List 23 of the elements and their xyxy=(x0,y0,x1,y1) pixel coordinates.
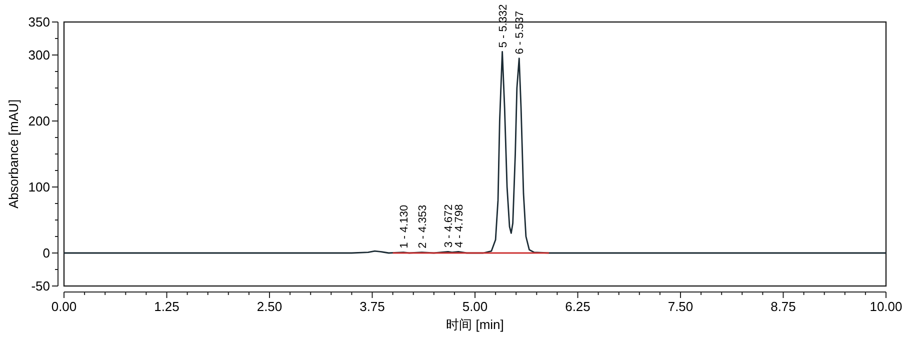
annotation: 2 - 4.353 xyxy=(416,204,429,248)
x-tick-label: 3.75 xyxy=(360,299,385,314)
y-tick-label: 200 xyxy=(28,114,50,129)
x-tick-label: 5.00 xyxy=(462,299,488,314)
y-axis-title: Absorbance [mAU] xyxy=(6,99,21,209)
y-tick-label: 0 xyxy=(42,246,50,261)
annotation: 3 - 4.672 xyxy=(443,204,456,248)
x-tick-label: 2.50 xyxy=(256,299,282,314)
x-tick-label: 6.25 xyxy=(565,299,590,314)
annotation: 4 - 4.798 xyxy=(453,204,466,248)
annotation: 1 - 4.130 xyxy=(398,204,410,248)
x-tick-label: 10.00 xyxy=(870,299,902,314)
x-tick-label: 7.50 xyxy=(668,299,694,314)
x-tick-label: 8.75 xyxy=(770,299,796,314)
y-tick-label: -50 xyxy=(31,278,50,294)
x-axis-title: 时间 [min] xyxy=(446,317,504,332)
annotation: 5 - 5.332 xyxy=(497,4,510,48)
y-tick-label: 300 xyxy=(28,48,50,63)
annotation: 6 - 5.537 xyxy=(514,10,526,54)
y-tick-label: 350 xyxy=(28,14,50,30)
y-tick-label: 100 xyxy=(28,180,50,195)
x-tick-label: 0.00 xyxy=(51,299,77,314)
x-tick-label: 1.25 xyxy=(154,299,180,314)
